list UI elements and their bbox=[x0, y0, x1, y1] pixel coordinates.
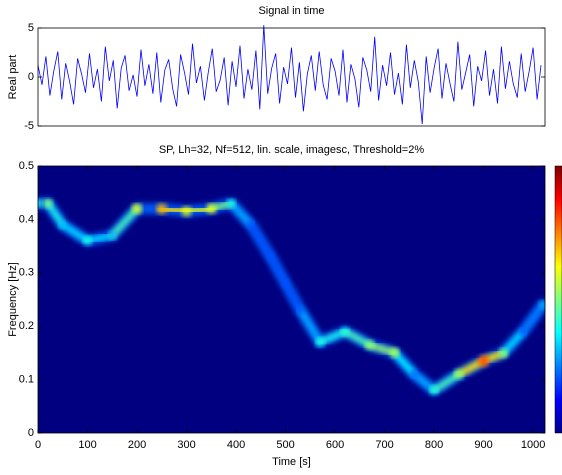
ridge-segment bbox=[84, 232, 115, 244]
ridge-point bbox=[410, 370, 418, 378]
ridge-segment bbox=[109, 205, 140, 239]
ridge-point bbox=[83, 236, 92, 245]
ridge-point bbox=[365, 340, 375, 350]
ridge-point bbox=[38, 199, 43, 208]
ridge-segment bbox=[283, 281, 303, 313]
x-tick-label: 100 bbox=[78, 439, 96, 451]
x-tick-label: 300 bbox=[177, 439, 195, 451]
ridge-point bbox=[181, 206, 192, 217]
x-axis-label: Time [s] bbox=[272, 456, 311, 468]
ridge-point bbox=[389, 348, 400, 358]
x-tick-label: 700 bbox=[375, 439, 393, 451]
ridge-point bbox=[132, 203, 142, 214]
plot-area bbox=[38, 28, 545, 126]
ridge-segment bbox=[431, 371, 462, 394]
ridge-point bbox=[498, 348, 508, 358]
ridge-segment bbox=[411, 371, 437, 393]
ridge-point bbox=[478, 355, 490, 367]
ridge-point bbox=[454, 369, 464, 379]
y-axis-label: Frequency [Hz] bbox=[7, 262, 19, 337]
y-tick-label: 0.2 bbox=[19, 320, 34, 332]
ridge-point bbox=[316, 338, 325, 347]
ridge-point bbox=[247, 221, 255, 229]
ridge-segment bbox=[391, 350, 418, 378]
ridge-point bbox=[539, 300, 545, 309]
ridge-point bbox=[156, 203, 167, 214]
axes-box bbox=[37, 165, 546, 434]
x-tick-label: 400 bbox=[227, 439, 245, 451]
chart-title: SP, Lh=32, Nf=512, lin. scale, imagesc, … bbox=[159, 144, 425, 156]
ridge-point bbox=[519, 327, 527, 336]
y-tick-label: 0 bbox=[28, 71, 34, 83]
ridge-segment bbox=[60, 222, 91, 244]
ridge-segment bbox=[248, 222, 274, 260]
ridge-point bbox=[296, 306, 305, 314]
x-tick-label: 600 bbox=[326, 439, 344, 451]
ridge bbox=[38, 197, 545, 396]
ridge-segment bbox=[297, 307, 323, 345]
y-tick-label: 0.4 bbox=[19, 213, 34, 225]
ridge-point bbox=[108, 231, 117, 240]
y-axis-label: Real part bbox=[7, 55, 19, 100]
x-tick-label: 500 bbox=[276, 439, 294, 451]
signal-line bbox=[37, 25, 542, 125]
ridge-point bbox=[340, 327, 350, 336]
y-tick-label: -5 bbox=[24, 120, 34, 132]
ridge-segment bbox=[500, 328, 526, 356]
ridge-point bbox=[429, 386, 439, 395]
x-tick-label: 900 bbox=[474, 439, 492, 451]
y-tick-label: 0.3 bbox=[19, 267, 34, 279]
x-tick-label: 0 bbox=[35, 439, 41, 451]
ridge-point bbox=[226, 199, 236, 208]
ridge-segment bbox=[520, 302, 545, 335]
ridge-segment bbox=[228, 200, 254, 228]
ridge-segment bbox=[268, 254, 288, 286]
y-tick-label: 0.5 bbox=[19, 160, 34, 172]
ridge-segment bbox=[317, 328, 348, 346]
ridge-point bbox=[281, 279, 290, 288]
chart-title: Signal in time bbox=[258, 5, 324, 17]
ridge-point bbox=[206, 203, 217, 214]
x-tick-label: 800 bbox=[425, 439, 443, 451]
ridge-point bbox=[43, 198, 53, 208]
colorbar bbox=[554, 165, 562, 434]
y-tick-label: 0 bbox=[28, 427, 34, 439]
ridge-point bbox=[58, 220, 67, 229]
y-tick-label: 0.1 bbox=[19, 374, 34, 386]
ridge-segment bbox=[342, 328, 373, 348]
ridge-point bbox=[267, 253, 275, 261]
y-tick-label: 5 bbox=[28, 22, 34, 34]
x-tick-label: 1000 bbox=[521, 439, 545, 451]
x-tick-label: 200 bbox=[128, 439, 146, 451]
